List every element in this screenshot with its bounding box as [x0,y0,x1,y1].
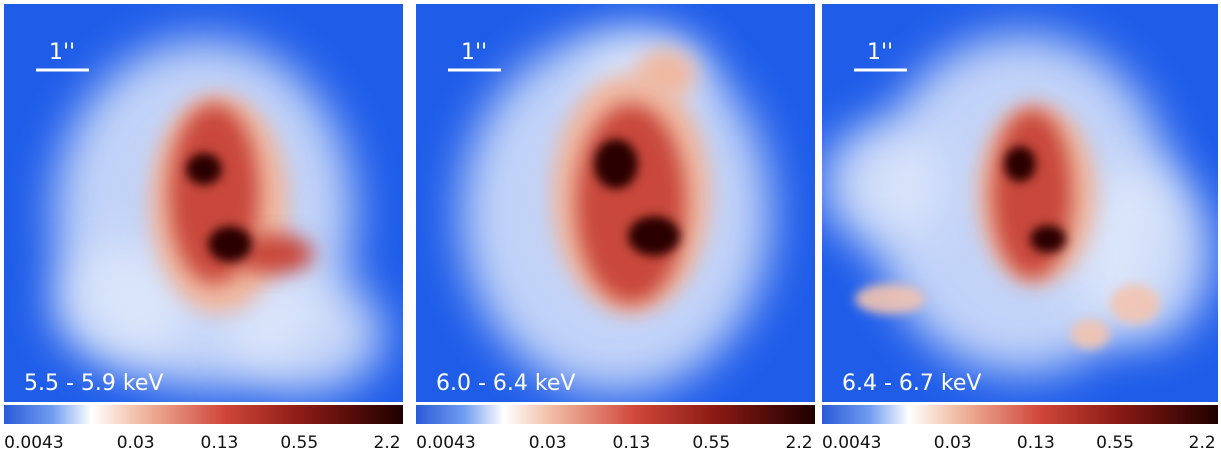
emission [992,109,1072,279]
emission [208,226,252,262]
emission [636,49,696,99]
emission [1030,225,1066,253]
colorbar [416,405,815,424]
xray-image [822,4,1218,402]
colorbar [822,405,1218,424]
scale-label: 1'' [867,40,893,65]
emission [1004,146,1036,182]
emission [186,153,222,185]
colorbar-tick-label: 0.13 [1017,433,1055,453]
colorbar-tick-label: 0.55 [692,433,730,453]
emission [594,139,638,189]
emission [234,234,314,274]
emission [628,216,680,256]
emission [1110,284,1160,324]
colorbar-tick-label: 0.0043 [4,433,63,453]
xray-image [4,4,403,402]
energy-label: 5.5 - 5.9 keV [24,371,163,396]
colorbar-tick-label: 2.2 [1189,433,1216,453]
panel: 1'' 5.5 - 5.9 keV 0.0043 0.03 0.13 0.55 2.2 [4,4,403,453]
panel: 1'' 6.4 - 6.7 keV 0.0043 0.03 0.13 0.55 2.2 [822,4,1218,453]
colorbar-tick-label: 0.03 [529,433,567,453]
colorbar [4,405,403,424]
colorbar-tick-label: 0.13 [201,433,239,453]
emission [855,284,925,314]
scale-label: 1'' [49,40,75,65]
emission [576,104,686,304]
colorbar-tick-label: 0.03 [117,433,155,453]
emission [822,124,942,244]
colorbar-tick-label: 0.55 [1096,433,1134,453]
colorbar-tick-label: 0.55 [280,433,318,453]
colorbar-tick-label: 0.13 [613,433,651,453]
emission [1072,164,1212,344]
colorbar-tick-label: 2.2 [374,433,401,453]
colorbar-tick-label: 0.0043 [822,433,881,453]
emission [54,244,194,364]
colorbar-tick-label: 0.0043 [416,433,475,453]
energy-label: 6.0 - 6.4 keV [436,371,575,396]
emission [224,274,384,394]
colorbar-tick-label: 0.03 [934,433,972,453]
colorbar-tick-label: 2.2 [786,433,813,453]
emission [1070,319,1110,349]
scale-label: 1'' [461,40,487,65]
panel: 1'' 6.0 - 6.4 keV 0.0043 0.03 0.13 0.55 2.2 [416,4,815,453]
energy-label: 6.4 - 6.7 keV [842,371,981,396]
